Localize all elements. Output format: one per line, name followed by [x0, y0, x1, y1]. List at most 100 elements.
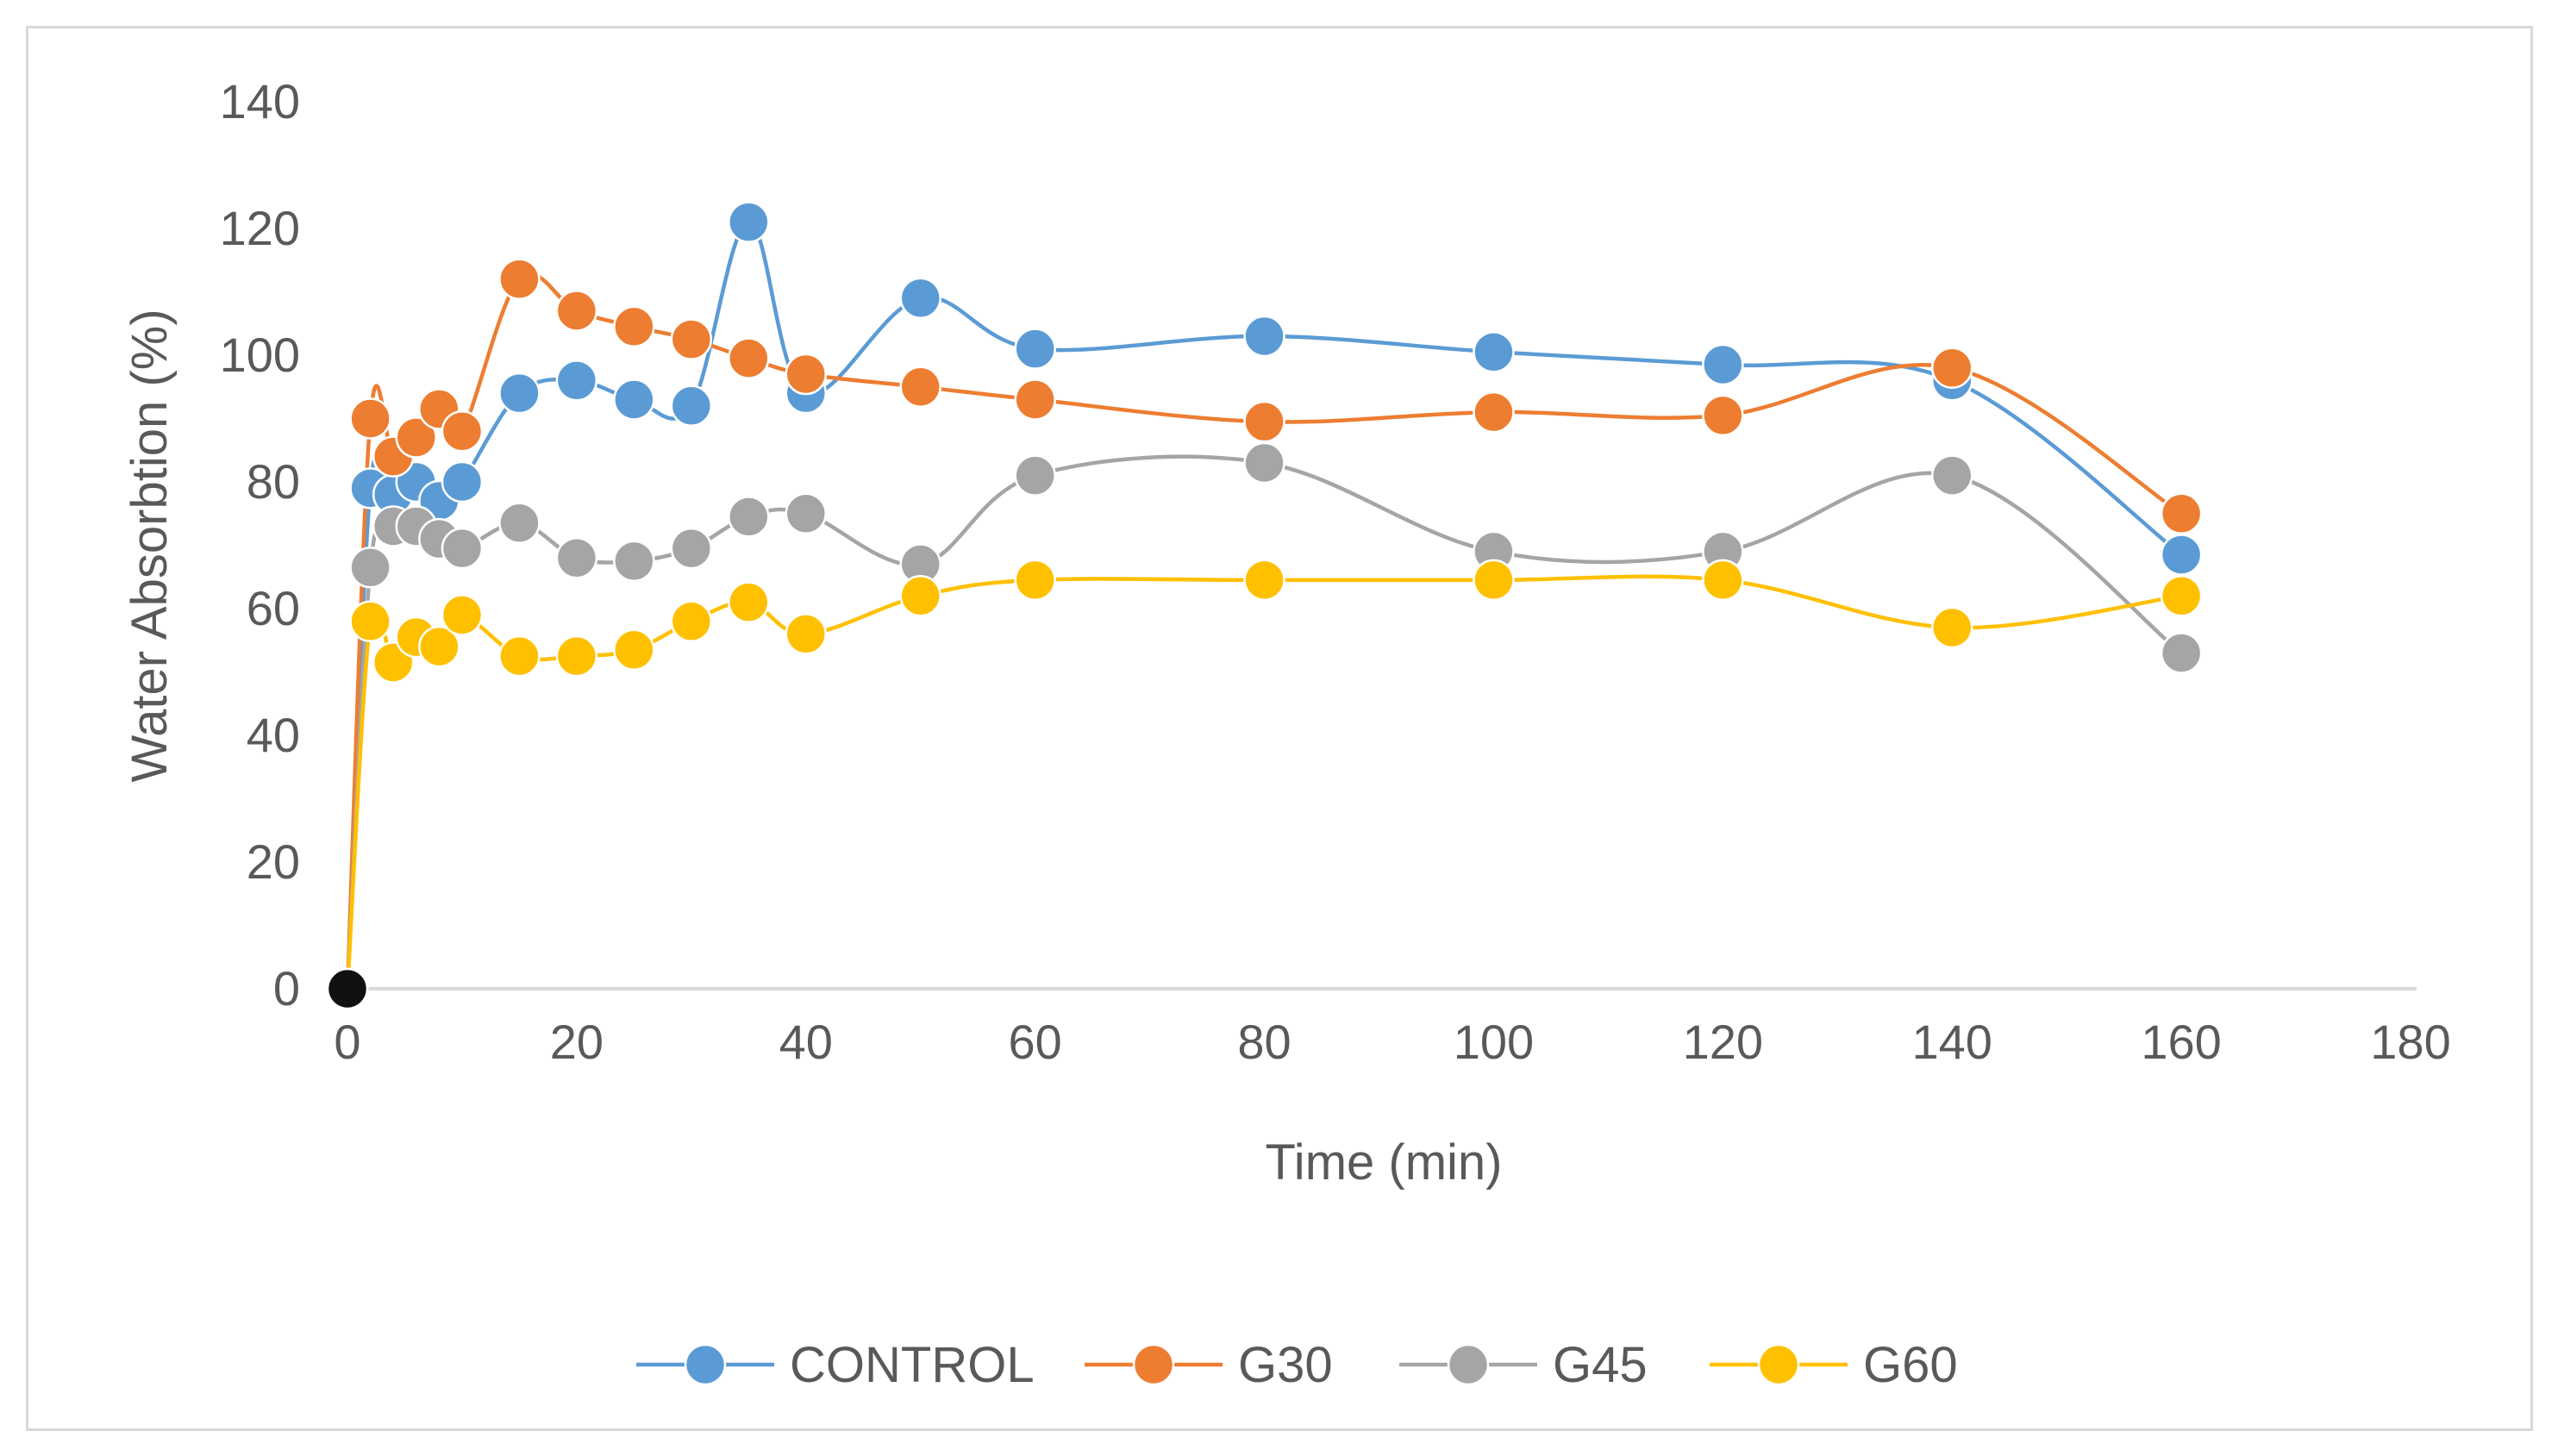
data-point [613, 305, 655, 348]
data-point [441, 460, 484, 503]
legend-marker [1132, 1343, 1175, 1386]
data-point [613, 540, 655, 583]
series-points-control [326, 201, 2203, 1010]
series-line-g30 [345, 272, 2184, 991]
data-point [728, 496, 770, 538]
data-point [1473, 559, 1515, 602]
data-point [2160, 632, 2203, 674]
x-tick-label: 80 [1237, 1015, 1291, 1069]
data-point [785, 353, 828, 396]
data-point [670, 384, 713, 428]
y-tick-label: 80 [247, 454, 300, 509]
data-point [613, 628, 655, 672]
data-point [785, 613, 828, 655]
series-points-g60 [326, 559, 2203, 1010]
data-point [2160, 575, 2203, 617]
legend-item-g45: G45 [1399, 1337, 1648, 1393]
x-tick-label: 40 [779, 1015, 833, 1069]
data-point [899, 366, 941, 408]
legend-label: G30 [1238, 1337, 1333, 1393]
data-point [2160, 492, 2203, 534]
x-tick-label: 140 [1912, 1015, 1992, 1069]
data-point [613, 378, 655, 421]
legend-item-g30: G30 [1085, 1337, 1333, 1393]
data-point [441, 409, 484, 453]
data-point [1243, 400, 1285, 443]
data-point [670, 600, 713, 642]
data-point [1702, 559, 1744, 602]
data-point [441, 594, 484, 636]
data-point [498, 258, 541, 301]
data-point [728, 581, 770, 623]
series-markers [326, 201, 2203, 1010]
data-point [555, 359, 598, 402]
legend-item-control: CONTROL [636, 1337, 1035, 1393]
data-point [1930, 454, 1973, 497]
data-point [349, 600, 391, 642]
data-point [1702, 394, 1744, 437]
legend-item-g60: G60 [1710, 1337, 1958, 1393]
data-point [555, 536, 598, 579]
legend: CONTROL G30 G45 G60 [636, 1337, 1958, 1393]
data-point [498, 502, 541, 545]
x-tick-label: 160 [2141, 1015, 2221, 1069]
x-tick-label: 180 [2370, 1015, 2450, 1069]
legend-label: G45 [1553, 1337, 1648, 1393]
data-point [1930, 606, 1973, 649]
line-chart: 0 20 40 60 80 100 120 140 0 20 40 60 80 100 120 140 160… [122, 74, 2451, 1393]
data-point [1473, 391, 1515, 434]
legend-marker [1757, 1343, 1800, 1386]
data-point [1243, 559, 1285, 602]
chart-frame: 0 20 40 60 80 100 120 140 0 20 40 60 80 100 120 140 160… [26, 26, 2533, 1431]
data-point [498, 372, 541, 415]
data-point [670, 318, 713, 360]
data-point [728, 337, 770, 379]
data-point [555, 634, 598, 678]
x-tick-label: 120 [1683, 1015, 1763, 1069]
legend-label: CONTROL [790, 1337, 1035, 1393]
data-point [670, 527, 713, 570]
x-tick-label: 60 [1009, 1015, 1062, 1069]
x-axis-title: Time (min) [1266, 1134, 1503, 1190]
data-point [418, 625, 460, 668]
y-tick-label: 100 [220, 328, 300, 382]
data-point [349, 546, 391, 589]
data-point [785, 492, 828, 534]
data-point [326, 967, 369, 1010]
data-point [1014, 559, 1056, 602]
series-points-g45 [326, 441, 2203, 1010]
legend-label: G60 [1863, 1337, 1958, 1393]
y-tick-label: 40 [247, 708, 300, 762]
y-tick-label: 0 [273, 961, 300, 1015]
legend-marker [684, 1343, 727, 1386]
y-tick-label: 20 [247, 834, 300, 889]
data-point [1243, 315, 1285, 358]
y-tick-labels: 0 20 40 60 80 100 120 140 [220, 74, 300, 1015]
y-tick-label: 60 [247, 581, 300, 635]
data-point [1702, 343, 1744, 386]
data-point [1473, 331, 1515, 373]
data-point [1930, 347, 1973, 389]
x-tick-label: 0 [334, 1015, 360, 1069]
y-axis-title: Water Absorbtion (%) [122, 309, 178, 782]
data-point [1014, 454, 1056, 497]
data-point [1014, 378, 1056, 421]
data-point [2160, 534, 2203, 576]
data-point [349, 397, 391, 440]
data-point [728, 201, 770, 243]
legend-marker [1447, 1343, 1490, 1386]
x-tick-labels: 0 20 40 60 80 100 120 140 160 180 [334, 1015, 2450, 1069]
data-point [1014, 328, 1056, 370]
series-line-g45 [345, 454, 2184, 991]
data-point [899, 277, 941, 320]
x-tick-label: 100 [1454, 1015, 1534, 1069]
y-tick-label: 120 [220, 201, 300, 255]
data-point [1243, 441, 1285, 484]
data-point [498, 634, 541, 678]
x-tick-label: 20 [550, 1015, 604, 1069]
data-point [441, 527, 484, 570]
data-point [899, 575, 941, 617]
y-tick-label: 140 [220, 74, 300, 128]
data-point [555, 290, 598, 332]
series-layer [326, 201, 2203, 1010]
